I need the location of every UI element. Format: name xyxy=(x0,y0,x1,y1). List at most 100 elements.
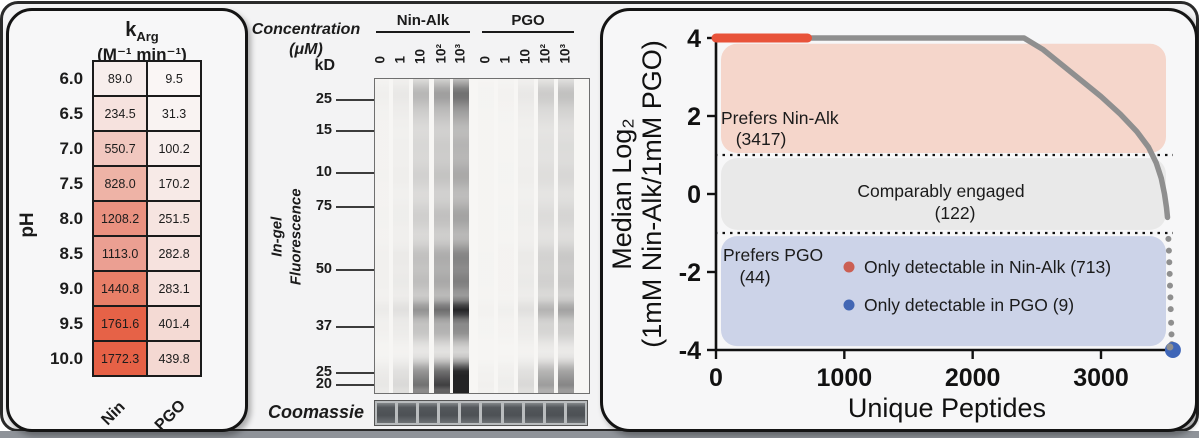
gel-lane xyxy=(478,79,494,393)
region-label-prefers-pgo: Prefers PGO xyxy=(723,245,823,265)
coomassie-lane xyxy=(503,403,522,423)
nin-rate-cell: 1208.2 xyxy=(92,200,149,237)
coomassie-lane xyxy=(566,403,585,423)
heatmap-row: 10.0 1772.3 439.8 xyxy=(50,340,203,377)
nin-rate-cell: 1113.0 xyxy=(92,235,149,272)
x-tick-label: 1000 xyxy=(817,364,873,392)
y-tick-label: 4 xyxy=(687,25,701,53)
region-count-prefers-nin-alk: (3417) xyxy=(736,129,787,149)
tail-dot xyxy=(1165,235,1172,242)
ph-value: 9.0 xyxy=(59,278,84,298)
kd-marker-label: 25 xyxy=(315,91,332,107)
tail-dot xyxy=(1167,282,1173,289)
kd-marker-tick xyxy=(336,99,374,101)
heatmap-row: 9.5 1761.6 401.4 xyxy=(50,305,203,342)
lane-concentration-label: 1 xyxy=(392,56,408,64)
column-label-nin: Nin xyxy=(98,398,129,429)
tail-dot xyxy=(1165,247,1172,254)
gel-lane xyxy=(518,79,534,393)
region-prefers-pgo xyxy=(721,236,1166,347)
kd-marker-label: 25 xyxy=(315,364,332,380)
ph-value: 9.5 xyxy=(59,313,84,333)
tail-dot xyxy=(1166,270,1173,277)
kd-marker-label: 20 xyxy=(315,376,332,392)
gel-lane xyxy=(413,79,429,393)
y-tick-label: -4 xyxy=(679,337,701,365)
heatmap-row: 8.5 1113.0 282.8 xyxy=(50,235,203,272)
kd-marker-tick xyxy=(336,384,374,386)
region-prefers-nin-alk xyxy=(721,43,1166,153)
gel-lane xyxy=(434,79,450,393)
tail-dot xyxy=(1168,331,1175,338)
fluorescence-gel-image xyxy=(374,78,590,394)
ph-axis-label: pH xyxy=(17,212,38,238)
pgo-rate-cell: 9.5 xyxy=(146,60,203,97)
heatmap-row: 6.0 89.0 9.5 xyxy=(50,60,203,97)
y-axis-title-line2: (1mM Nin-Alk/1mM PGO) xyxy=(637,40,667,348)
gel-lane xyxy=(375,79,389,393)
kd-marker-tick xyxy=(336,269,374,271)
kd-marker-tick xyxy=(336,130,374,132)
coomassie-label: Coomassie xyxy=(267,402,364,422)
nin-rate-cell: 234.5 xyxy=(92,95,149,132)
legend-dot-icon xyxy=(843,261,855,273)
nin-rate-cell: 1772.3 xyxy=(92,340,149,377)
lane-concentration-label: 10³ xyxy=(557,44,573,64)
pgo-rate-cell: 100.2 xyxy=(146,130,203,167)
lane-concentration-label: 10 xyxy=(412,48,428,64)
coomassie-lane xyxy=(440,403,459,423)
lane-concentration-label: 1 xyxy=(497,56,513,64)
column-label-pgo: PGO xyxy=(151,397,190,435)
ph-value: 6.0 xyxy=(59,68,84,88)
nin-rate-cell: 89.0 xyxy=(92,60,149,97)
ph-value: 6.5 xyxy=(59,103,84,123)
gel-group-pgo: PGO xyxy=(482,12,574,33)
preference-plot-panel: Prefers Nin-Alk (3417) Comparably engaged(… xyxy=(600,8,1198,432)
heatmap-row: 6.5 234.5 31.3 xyxy=(50,95,203,132)
y-tick-label: 0 xyxy=(687,181,701,209)
rate-constant-symbol: kArg xyxy=(125,19,159,44)
legend-label: Only detectable in Nin-Alk (713) xyxy=(864,257,1111,277)
kd-marker-tick xyxy=(336,206,374,208)
lane-concentration-label: 10² xyxy=(537,44,553,64)
region-count-comparably-engaged: (122) xyxy=(935,203,976,223)
heatmap-row: 9.0 1440.8 283.1 xyxy=(50,270,203,307)
rate-constant-units: (M⁻¹ min⁻¹) xyxy=(97,44,187,64)
x-tick-label: 3000 xyxy=(1073,364,1129,392)
gel-lane xyxy=(558,79,574,393)
coomassie-lane xyxy=(545,403,564,423)
kd-marker-label: 50 xyxy=(315,261,332,277)
region-count-prefers-pgo: (44) xyxy=(739,267,770,287)
gel-lane xyxy=(498,79,514,393)
coomassie-lane xyxy=(398,403,417,423)
tail-dot xyxy=(1166,259,1173,266)
lane-concentration-label: 0 xyxy=(477,56,493,64)
lane-concentration-label: 10² xyxy=(433,44,449,64)
ph-value: 7.5 xyxy=(59,173,84,193)
heatmap-row: 7.5 828.0 170.2 xyxy=(50,165,203,202)
kd-marker-tick xyxy=(336,372,374,374)
bottom-strip xyxy=(0,431,1199,438)
preference-scatter-plot: Prefers Nin-Alk(3417)Comparably engaged(… xyxy=(607,25,1181,423)
coomassie-gel-strip xyxy=(374,400,588,426)
kd-unit-label: kD xyxy=(314,57,335,74)
region-label-prefers-nin-alk: Prefers Nin-Alk xyxy=(721,108,839,128)
concentration-label: Concentration (μM) xyxy=(251,21,361,58)
pgo-only-dot xyxy=(1164,342,1181,358)
kd-marker-tick xyxy=(336,172,374,174)
nin-rate-cell: 1761.6 xyxy=(92,305,149,342)
nin-rate-cell: 828.0 xyxy=(92,165,149,202)
gel-lane xyxy=(393,79,409,393)
ph-value: 10.0 xyxy=(50,348,84,368)
coomassie-lane xyxy=(524,403,543,423)
ph-value: 8.0 xyxy=(59,208,84,228)
region-comparably-engaged xyxy=(721,158,1166,230)
pgo-rate-cell: 401.4 xyxy=(146,305,203,342)
heatmap-row: 7.0 550.7 100.2 xyxy=(50,130,203,167)
gel-lane xyxy=(538,79,554,393)
pgo-rate-cell: 282.8 xyxy=(146,235,203,272)
in-gel-fluorescence-label: In-gel Fluorescence xyxy=(268,188,304,286)
ph-value: 8.5 xyxy=(59,243,84,263)
tail-dot xyxy=(1166,343,1174,351)
pgo-rate-cell: 31.3 xyxy=(146,95,203,132)
